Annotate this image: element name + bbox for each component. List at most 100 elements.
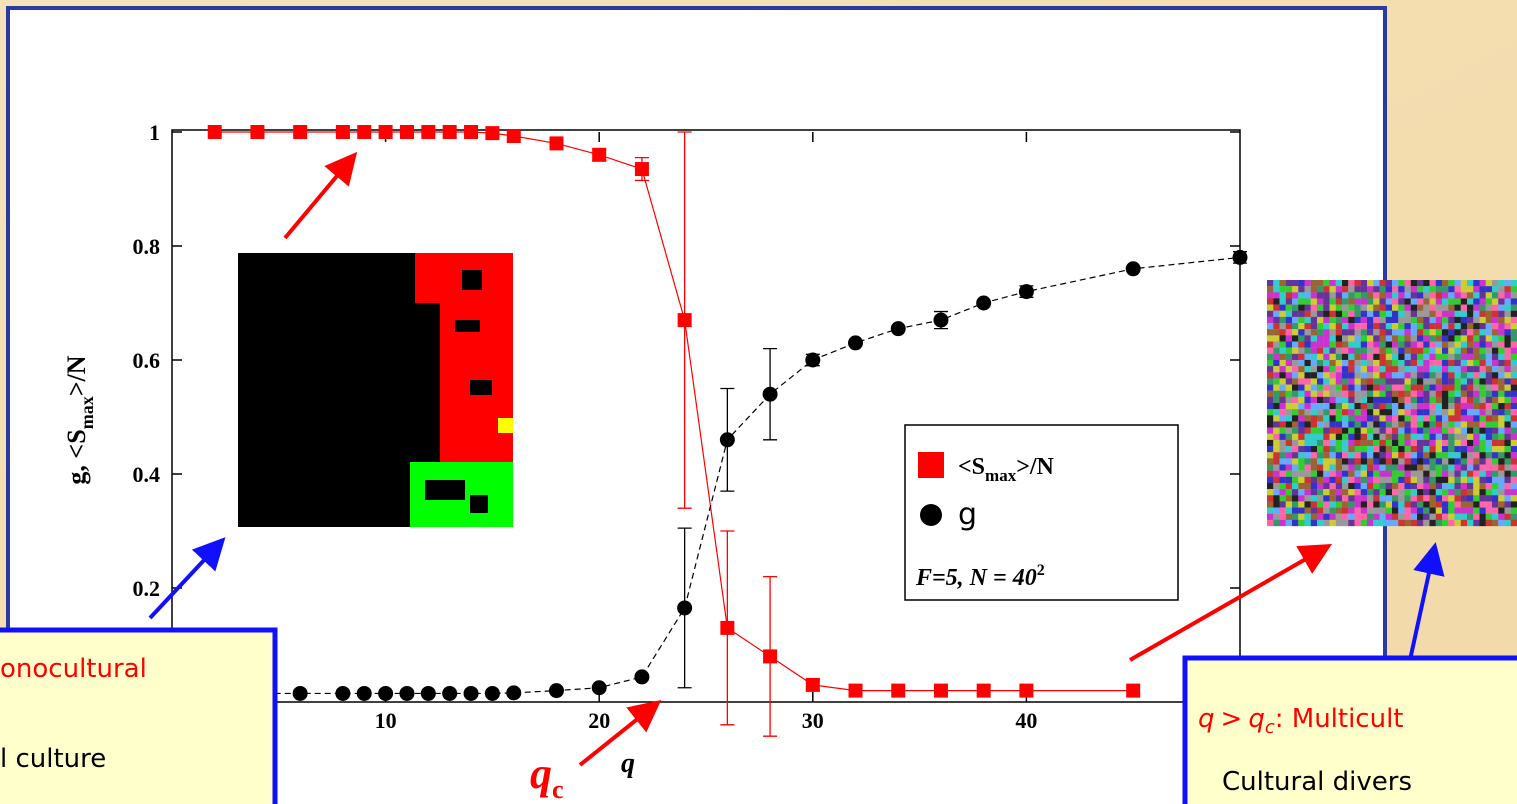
mosaic-cell (1298, 347, 1305, 354)
mosaic-cell (1504, 304, 1511, 311)
mosaic-cell (1448, 310, 1455, 318)
mosaic-cell (1385, 378, 1393, 385)
mosaic-cell (1273, 489, 1280, 496)
mosaic-cell (1417, 513, 1424, 520)
mosaic-cell (1485, 470, 1493, 477)
mosaic-cell (1392, 341, 1399, 348)
mosaic-cell (1435, 341, 1443, 348)
mosaic-cell (1379, 335, 1386, 342)
mosaic-cell (1292, 304, 1299, 311)
mosaic-cell (1473, 286, 1480, 293)
mosaic-cell (1510, 439, 1517, 447)
mosaic-cell (1442, 286, 1449, 293)
mosaic-cell (1354, 452, 1361, 459)
point (763, 649, 778, 664)
mosaic-cell (1479, 353, 1486, 361)
mosaic-cell (1510, 316, 1517, 324)
mosaic-cell (1504, 427, 1511, 434)
mosaic-cell (1348, 470, 1355, 477)
mosaic-cell (1473, 335, 1480, 342)
mosaic-cell (1460, 384, 1468, 391)
mosaic-cell (1485, 359, 1493, 367)
point (293, 125, 308, 139)
mosaic-cell (1279, 359, 1286, 367)
mosaic-cell (1479, 378, 1486, 385)
mosaic-cell (1292, 390, 1299, 397)
mosaic-cell (1279, 316, 1286, 324)
mosaic-cell (1404, 433, 1411, 441)
mosaic-cell (1373, 316, 1380, 324)
mosaic-cell (1473, 513, 1480, 520)
mosaic-cell (1385, 280, 1393, 287)
mosaic-cell (1473, 396, 1480, 404)
rb-text: : Multicult (1275, 704, 1404, 734)
mosaic-cell (1423, 280, 1430, 287)
mosaic-cell (1329, 476, 1336, 484)
mosaic-cell (1492, 347, 1499, 354)
mosaic-cell (1310, 464, 1318, 471)
mosaic-cell (1310, 433, 1318, 441)
mosaic-cell (1417, 501, 1424, 508)
mosaic-cell (1404, 280, 1411, 287)
mosaic-cell (1467, 464, 1474, 471)
mosaic-cell (1479, 464, 1486, 471)
mosaic-cell (1323, 452, 1330, 459)
mosaic-cell (1335, 482, 1343, 490)
mosaic-cell (1398, 519, 1405, 527)
mosaic-cell (1385, 353, 1393, 361)
mosaic-cell (1442, 310, 1449, 318)
arrow (1408, 542, 1445, 661)
mosaic-cell (1448, 347, 1455, 354)
mosaic-cell (1373, 359, 1380, 367)
mosaic-cell (1454, 396, 1461, 404)
mosaic-cell (1348, 421, 1355, 428)
mosaic-cell (1454, 513, 1461, 520)
mosaic-cell (1298, 458, 1305, 465)
mosaic-cell (1323, 409, 1330, 416)
mosaic-cell (1323, 292, 1330, 299)
mosaic-cell (1460, 495, 1468, 502)
mosaic-cell (1479, 501, 1486, 508)
mosaic-cell (1460, 390, 1468, 397)
mosaic-cell (1442, 415, 1449, 422)
mosaic-cell (1342, 366, 1349, 373)
mosaic-cell (1473, 458, 1480, 465)
mosaic-cell (1354, 310, 1361, 318)
mosaic-cell (1448, 316, 1455, 324)
mosaic-cell (1423, 359, 1430, 367)
mosaic-cell (1292, 495, 1299, 502)
mosaic-cell (1498, 489, 1505, 496)
point (250, 125, 265, 139)
mosaic-cell (1429, 390, 1436, 397)
left-box-line1: onocultural (0, 654, 147, 684)
mosaic-cell (1367, 403, 1374, 410)
mosaic-cell (1448, 390, 1455, 397)
mosaic-cell (1304, 390, 1311, 397)
mosaic-cell (1354, 323, 1361, 330)
mosaic-cell (1510, 323, 1517, 330)
mosaic-cell (1392, 446, 1399, 453)
mosaic-cell (1373, 464, 1380, 471)
mosaic-cell (1467, 280, 1474, 287)
mosaic-cell (1360, 446, 1368, 453)
mosaic-cell (1404, 323, 1411, 330)
mosaic-cell (1267, 421, 1274, 428)
mosaic-cell (1454, 304, 1461, 311)
mosaic-cell (1267, 372, 1274, 379)
mosaic-cell (1342, 347, 1349, 354)
mosaic-cell (1429, 292, 1436, 299)
mosaic-cell (1360, 280, 1368, 287)
mosaic-cell (1385, 298, 1393, 305)
mosaic-cell (1285, 458, 1293, 465)
mosaic-cell (1435, 347, 1443, 354)
mosaic-cell (1373, 452, 1380, 459)
mosaic-cell (1473, 359, 1480, 367)
mosaic-cell (1385, 335, 1393, 342)
mosaic-cell (1317, 378, 1324, 385)
mosaic-cell (1498, 323, 1505, 330)
mosaic-cell (1398, 403, 1405, 410)
point (1018, 284, 1034, 300)
mosaic-cell (1342, 464, 1349, 471)
mosaic-cell (1367, 409, 1374, 416)
mosaic-cell (1392, 335, 1399, 342)
